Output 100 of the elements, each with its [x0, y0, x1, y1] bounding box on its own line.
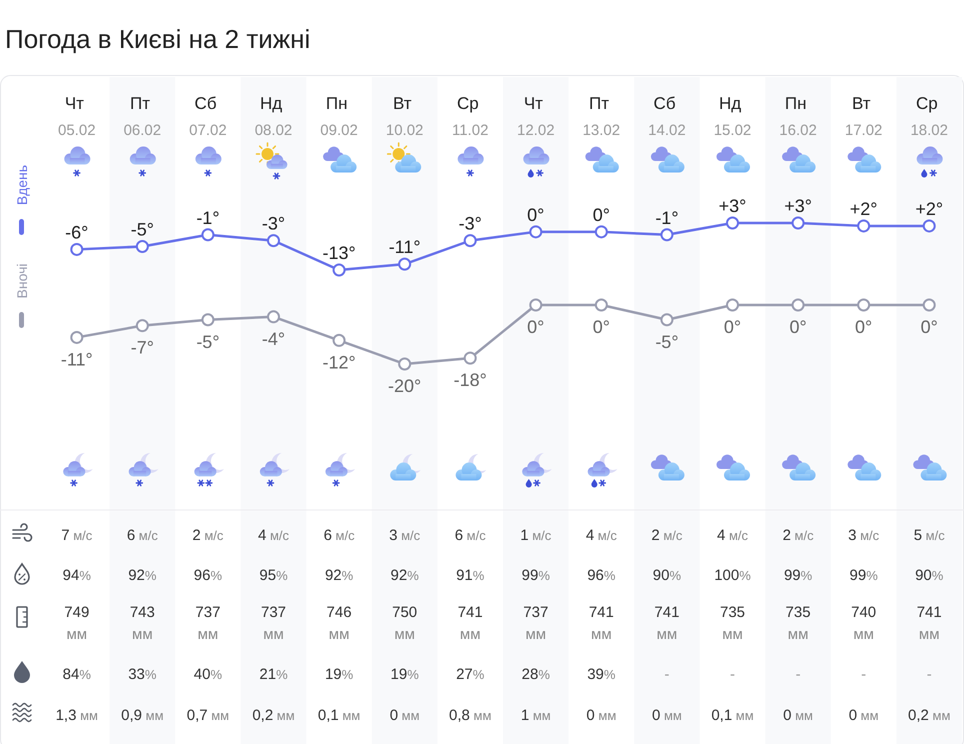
- point: [857, 219, 870, 232]
- data-label: 735 мм: [720, 604, 746, 643]
- data-label: 4 м/с: [586, 527, 618, 544]
- x-tick-label: Чт 12.02: [517, 94, 555, 139]
- data-label: 0 мм: [783, 707, 814, 724]
- point: [660, 313, 674, 326]
- data-label: 19%: [324, 666, 354, 683]
- point: [398, 258, 412, 271]
- data-label: 749 мм: [64, 604, 90, 643]
- data-label: 0°: [855, 317, 872, 337]
- x-tick-label: Нд 15.02: [714, 94, 752, 139]
- data-label: -: [664, 666, 670, 683]
- data-label: 0,2 мм: [252, 707, 295, 724]
- data-label: 95%: [259, 567, 288, 584]
- data-label: 94%: [62, 567, 92, 584]
- data-label: 741 мм: [588, 604, 614, 643]
- x-tick-label: Нд 08.02: [254, 94, 292, 139]
- data-label: -5°: [130, 220, 154, 240]
- data-label: 743 мм: [130, 604, 155, 643]
- data-label: +2°: [850, 198, 878, 219]
- point: [529, 298, 542, 312]
- point: [267, 234, 280, 248]
- data-label: 0°: [527, 204, 544, 225]
- point: [332, 334, 346, 347]
- data-label: 1,3 мм: [56, 707, 98, 724]
- data-label: 0,8 мм: [449, 707, 492, 724]
- data-label: +2°: [915, 198, 944, 219]
- point: [332, 264, 346, 276]
- point: [464, 352, 477, 365]
- data-label: 96%: [194, 567, 222, 584]
- data-label: 0,9 мм: [121, 707, 164, 724]
- x-tick-label: Вт 10.02: [386, 94, 424, 139]
- data-label: 91%: [456, 567, 485, 584]
- x-tick-label: Чт 05.02: [58, 94, 96, 139]
- data-label: 27%: [456, 666, 485, 683]
- data-label: -11°: [388, 237, 421, 258]
- point: [398, 358, 412, 370]
- data-label: 2 м/с: [782, 527, 814, 544]
- point: [922, 298, 936, 312]
- x-tick-label: Сб 07.02: [189, 94, 227, 139]
- data-label: 1 мм: [520, 707, 551, 724]
- data-label: -5°: [196, 332, 220, 352]
- data-label: 92%: [324, 567, 354, 584]
- data-label: 21%: [259, 666, 288, 683]
- data-label: 0°: [920, 317, 938, 337]
- x-tick-label: Ср 18.02: [910, 94, 948, 139]
- data-label: -12°: [322, 352, 356, 372]
- data-label: 0°: [592, 317, 610, 337]
- data-label: 0°: [592, 204, 610, 225]
- point: [594, 225, 608, 238]
- point: [70, 242, 84, 256]
- point: [660, 228, 674, 242]
- data-label: +3°: [718, 196, 746, 216]
- data-label: 737 мм: [195, 604, 220, 643]
- data-label: 0,7 мм: [186, 707, 230, 724]
- data-label: 4 м/с: [716, 527, 748, 544]
- point: [464, 234, 477, 248]
- data-label: -7°: [130, 338, 154, 358]
- data-label: 4 м/с: [258, 527, 290, 544]
- point: [267, 310, 280, 324]
- point: [792, 216, 805, 230]
- data-label: -: [730, 666, 735, 683]
- data-label: 2 м/с: [651, 527, 683, 544]
- data-label: -: [926, 666, 932, 683]
- data-label: 741 мм: [458, 604, 483, 643]
- point: [529, 225, 542, 238]
- x-tick-label: Пн 16.02: [779, 94, 817, 139]
- data-label: -: [861, 666, 866, 683]
- data-label: 84%: [62, 666, 92, 683]
- data-label: 0°: [789, 317, 807, 337]
- data-label: 1 м/с: [520, 527, 552, 544]
- x-tick-label: Пт 13.02: [582, 94, 620, 139]
- point: [922, 219, 936, 232]
- data-label: 2 м/с: [192, 527, 224, 544]
- point: [792, 298, 805, 312]
- data-label: -5°: [655, 332, 679, 352]
- data-label: 750 мм: [392, 604, 418, 643]
- data-label: -3°: [262, 214, 286, 234]
- data-label: 96%: [587, 567, 616, 584]
- point: [726, 298, 739, 312]
- data-label: 90%: [652, 567, 682, 584]
- data-label: 90%: [915, 567, 944, 584]
- data-label: 7 м/с: [61, 527, 93, 544]
- data-label: 737 мм: [523, 604, 548, 643]
- data-label: 6 м/с: [324, 527, 356, 544]
- data-label: 741 мм: [654, 604, 680, 643]
- x-tick-label: Пт 06.02: [124, 94, 162, 139]
- data-label: 5 м/с: [914, 527, 946, 544]
- data-label: -13°: [322, 243, 356, 263]
- data-label: 99%: [784, 567, 813, 584]
- text: Вдень: [14, 164, 30, 206]
- chart-title: Погода в Києві на 2 тижні: [5, 24, 310, 54]
- data-label: 0,1 мм: [318, 707, 360, 724]
- data-label: 33%: [128, 666, 157, 683]
- point: [70, 330, 84, 344]
- data-label: 0 мм: [652, 707, 682, 724]
- point: [201, 313, 214, 326]
- data-label: 0,1 мм: [711, 707, 754, 724]
- data-label: -20°: [388, 376, 422, 396]
- data-label: 28%: [522, 666, 550, 683]
